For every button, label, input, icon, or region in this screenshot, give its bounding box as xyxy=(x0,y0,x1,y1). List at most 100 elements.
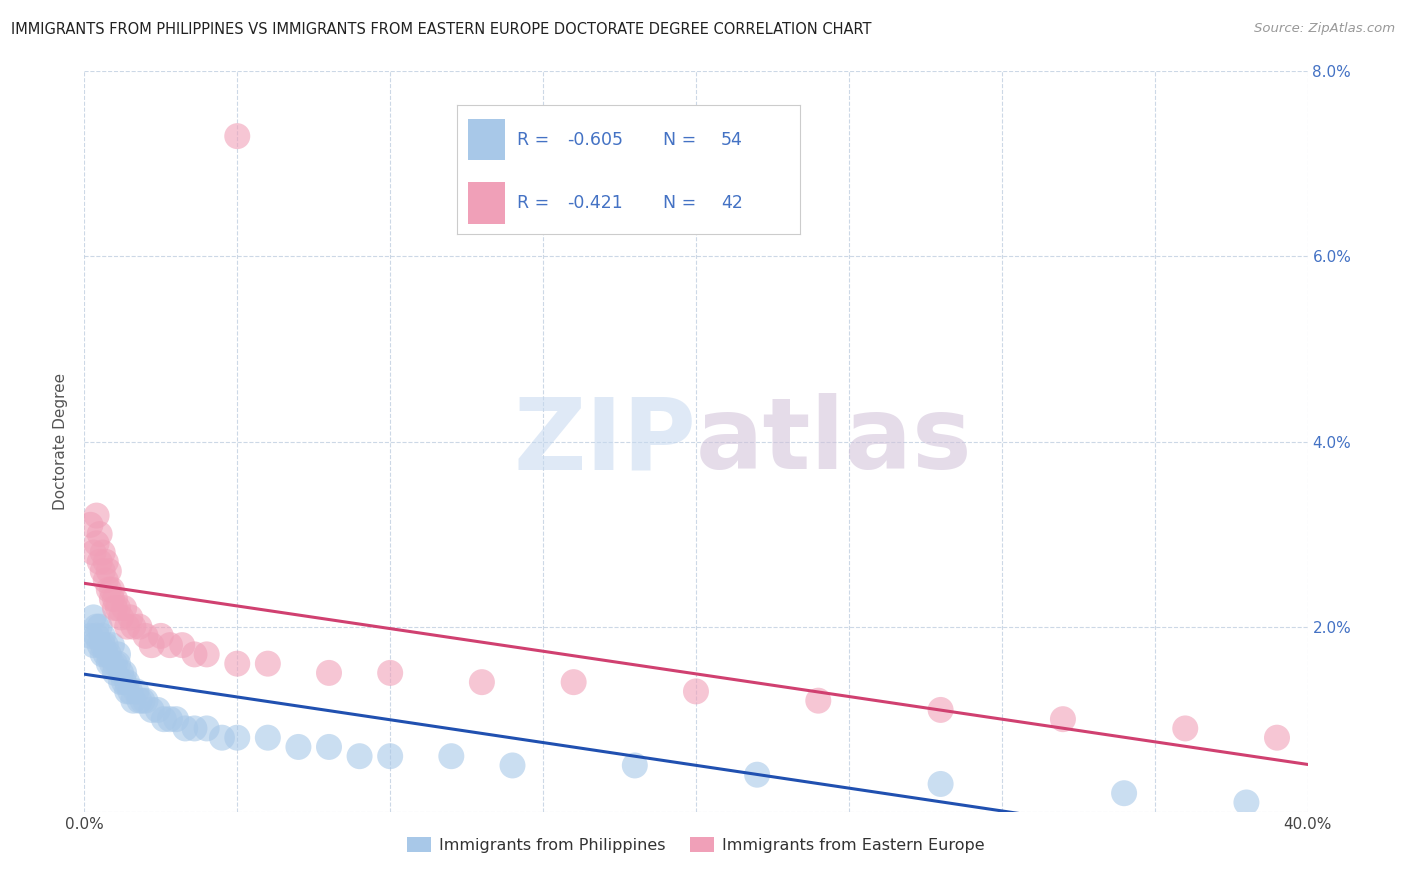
Point xyxy=(135,629,157,643)
Point xyxy=(115,619,138,633)
Point xyxy=(83,638,105,652)
Point xyxy=(226,731,249,745)
Text: IMMIGRANTS FROM PHILIPPINES VS IMMIGRANTS FROM EASTERN EUROPE DOCTORATE DEGREE C: IMMIGRANTS FROM PHILIPPINES VS IMMIGRANT… xyxy=(11,22,872,37)
Point xyxy=(89,619,111,633)
Point xyxy=(287,739,309,754)
Point xyxy=(1052,712,1074,726)
Point xyxy=(112,665,135,680)
Point xyxy=(86,629,108,643)
Point xyxy=(101,638,124,652)
Text: ZIP: ZIP xyxy=(513,393,696,490)
Point xyxy=(131,694,153,708)
Point xyxy=(172,638,194,652)
Point xyxy=(120,684,142,698)
Point xyxy=(91,638,114,652)
Y-axis label: Doctorate Degree: Doctorate Degree xyxy=(53,373,69,510)
Point xyxy=(83,610,105,624)
Point xyxy=(122,694,145,708)
Point xyxy=(104,591,127,606)
Point xyxy=(104,665,127,680)
Point xyxy=(120,610,142,624)
Point xyxy=(318,739,340,754)
Text: Source: ZipAtlas.com: Source: ZipAtlas.com xyxy=(1254,22,1395,36)
Point xyxy=(929,703,952,717)
Point xyxy=(91,648,114,662)
Point xyxy=(94,574,117,588)
Point xyxy=(107,657,129,671)
Point xyxy=(153,712,176,726)
Point xyxy=(146,703,169,717)
Point xyxy=(91,545,114,560)
Point xyxy=(122,619,145,633)
Point xyxy=(929,777,952,791)
Point xyxy=(107,648,129,662)
Point xyxy=(440,749,463,764)
Point xyxy=(112,675,135,690)
Point xyxy=(128,694,150,708)
Point xyxy=(79,517,101,532)
Point xyxy=(104,601,127,615)
Point xyxy=(135,694,157,708)
Point xyxy=(128,619,150,633)
Point xyxy=(89,555,111,569)
Point xyxy=(89,638,111,652)
Point xyxy=(115,684,138,698)
Point xyxy=(257,731,280,745)
Point xyxy=(380,665,402,680)
Point xyxy=(195,722,218,736)
Point xyxy=(807,694,830,708)
Point xyxy=(101,582,124,597)
Point xyxy=(195,648,218,662)
Point xyxy=(79,629,101,643)
Point xyxy=(380,749,402,764)
Point xyxy=(115,675,138,690)
Point xyxy=(91,564,114,578)
Point xyxy=(183,648,205,662)
Point xyxy=(89,527,111,541)
Point xyxy=(1236,796,1258,810)
Point xyxy=(97,648,120,662)
Point xyxy=(226,129,249,144)
Point xyxy=(86,619,108,633)
Point xyxy=(257,657,280,671)
Point xyxy=(318,665,340,680)
Point xyxy=(685,684,707,698)
Point xyxy=(97,564,120,578)
Point xyxy=(110,665,132,680)
Point xyxy=(86,508,108,523)
Point xyxy=(183,722,205,736)
Point xyxy=(112,601,135,615)
Text: atlas: atlas xyxy=(696,393,973,490)
Point xyxy=(1114,786,1136,800)
Point xyxy=(101,657,124,671)
Point xyxy=(562,675,585,690)
Point xyxy=(101,591,124,606)
Point xyxy=(349,749,371,764)
Point xyxy=(174,722,197,736)
Point xyxy=(94,638,117,652)
Point xyxy=(94,648,117,662)
Point xyxy=(86,536,108,550)
Point xyxy=(94,555,117,569)
Legend: Immigrants from Philippines, Immigrants from Eastern Europe: Immigrants from Philippines, Immigrants … xyxy=(401,830,991,859)
Point xyxy=(624,758,647,772)
Point xyxy=(159,712,181,726)
Point xyxy=(159,638,181,652)
Point xyxy=(471,675,494,690)
Point xyxy=(226,657,249,671)
Point xyxy=(97,582,120,597)
Point xyxy=(107,601,129,615)
Point xyxy=(141,638,163,652)
Point xyxy=(211,731,233,745)
Point xyxy=(149,629,172,643)
Point xyxy=(97,657,120,671)
Point xyxy=(1265,731,1288,745)
Point xyxy=(125,684,148,698)
Point xyxy=(110,675,132,690)
Point xyxy=(104,657,127,671)
Point xyxy=(91,629,114,643)
Point xyxy=(83,545,105,560)
Point xyxy=(110,610,132,624)
Point xyxy=(502,758,524,772)
Point xyxy=(1174,722,1197,736)
